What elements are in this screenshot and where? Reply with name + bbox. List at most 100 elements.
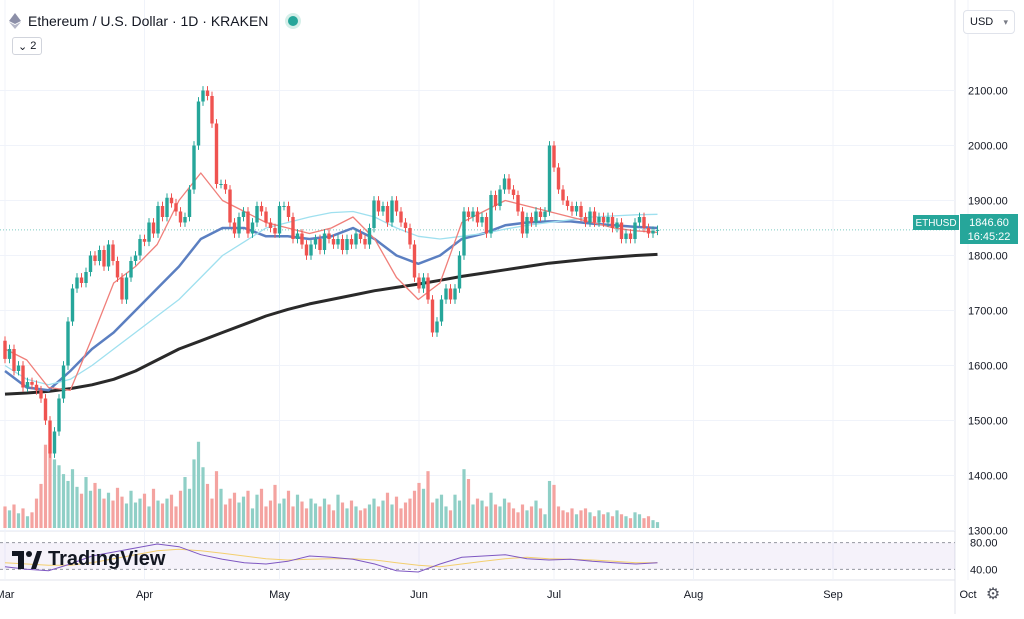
price-box	[960, 214, 1018, 244]
volume-bar	[52, 459, 57, 528]
candle-body	[75, 277, 79, 289]
volume-bar	[547, 480, 552, 528]
volume-bar	[399, 508, 403, 528]
candle-body	[426, 277, 430, 300]
candle-body	[484, 217, 489, 234]
grid	[0, 0, 969, 614]
market-open-status-icon[interactable]	[288, 16, 299, 26]
y-tick-label: 1900.00	[968, 196, 1008, 208]
candle-body	[412, 244, 417, 278]
candle-body	[651, 230, 655, 234]
volume-bar	[39, 483, 43, 528]
candle-body	[97, 250, 102, 261]
volume-bar	[48, 451, 52, 528]
candle-body	[223, 184, 228, 190]
x-tick-label: Sep	[823, 589, 843, 601]
currency-select[interactable]: USD ▾	[963, 10, 1015, 34]
candle-body	[192, 145, 196, 190]
candle-body	[372, 200, 376, 228]
candle-body	[52, 431, 57, 454]
candle-body	[642, 217, 646, 228]
volume-bar	[471, 504, 475, 528]
ticker-box	[913, 215, 959, 230]
candle-body	[183, 217, 187, 223]
candle-body	[511, 189, 516, 195]
indicators-toggle-button[interactable]: ⌄ 2	[12, 37, 43, 55]
candle-body	[345, 239, 349, 250]
candle-body	[552, 145, 556, 168]
volume-bar	[345, 508, 349, 528]
candle-body	[489, 195, 493, 234]
volume-bar	[583, 508, 588, 528]
candle-body	[435, 321, 439, 333]
volume-bar	[511, 508, 516, 528]
candle-body	[138, 239, 142, 256]
candle-body	[264, 211, 268, 223]
volume-bar	[376, 506, 381, 528]
volume-bar	[111, 500, 115, 528]
candle-body	[358, 233, 363, 239]
symbol-header[interactable]: Ethereum / U.S. Dollar · 1D · KRAKEN	[8, 10, 299, 32]
last-price-label: ETHUSD 1846.60 16:45:22	[913, 214, 1018, 244]
volume-bar	[210, 498, 214, 528]
volume-bar	[61, 474, 66, 528]
volume-bar	[480, 500, 484, 528]
candle-body	[93, 255, 97, 261]
moving-average-line	[4, 220, 658, 392]
candle-body	[597, 217, 601, 223]
volume-bar	[516, 512, 520, 528]
y-tick-label: 1300.00	[968, 526, 1008, 538]
candle-countdown: 16:45:22	[968, 231, 1011, 243]
tradingview-logo[interactable]: TradingView	[12, 548, 165, 571]
symbol-title: Ethereum / U.S. Dollar · 1D · KRAKEN	[28, 13, 269, 29]
time-axis[interactable]: Mar Apr May Jun Jul Aug Sep Oct	[0, 589, 977, 601]
candle-body	[417, 277, 421, 289]
volume-bar	[462, 469, 466, 528]
x-tick-label: Oct	[959, 589, 976, 601]
volume-bar	[237, 502, 241, 528]
volume-bar	[466, 479, 471, 528]
chevron-down-icon: ⌄	[18, 40, 28, 53]
candle-body	[574, 206, 579, 212]
candle-body	[66, 321, 70, 366]
volume-bar	[129, 490, 133, 528]
volume-bar	[489, 492, 493, 528]
volume-bars	[3, 441, 660, 528]
candle-body	[151, 222, 156, 234]
x-tick-label: May	[269, 589, 290, 601]
gear-icon[interactable]: ⚙	[985, 586, 1001, 603]
volume-bar	[358, 510, 363, 528]
candle-body	[277, 206, 282, 234]
rsi-line	[4, 543, 658, 573]
volume-bar	[120, 496, 124, 528]
volume-bar	[34, 498, 39, 528]
volume-bar	[84, 477, 88, 528]
candle-body	[390, 200, 394, 223]
candle-body	[601, 217, 606, 223]
volume-bar	[592, 516, 597, 528]
candle-body	[133, 255, 138, 261]
volume-bar	[246, 490, 250, 528]
volume-bar	[412, 490, 417, 528]
volume-bar	[97, 488, 102, 528]
price-axis[interactable]: 2100.00 2000.00 1900.00 1800.00 1700.00 1600.…	[968, 86, 1008, 577]
candle-body	[237, 217, 241, 234]
candle-body	[201, 90, 205, 102]
volume-bar	[628, 518, 633, 528]
candle-body	[430, 299, 435, 333]
x-tick-label: Mar	[0, 589, 15, 601]
candle-body	[448, 288, 453, 300]
candle-body	[286, 206, 291, 217]
volume-bar	[597, 510, 601, 528]
rsi-tick-label: 40.00	[970, 564, 998, 576]
candle-body	[655, 229, 660, 231]
x-tick-label: Aug	[684, 589, 704, 601]
volume-bar	[300, 501, 304, 528]
volume-bar	[183, 477, 187, 528]
candle-body	[115, 261, 120, 278]
volume-bar	[75, 486, 79, 528]
volume-bar	[642, 518, 646, 528]
candle-body	[241, 211, 246, 217]
candle-body	[205, 90, 210, 96]
